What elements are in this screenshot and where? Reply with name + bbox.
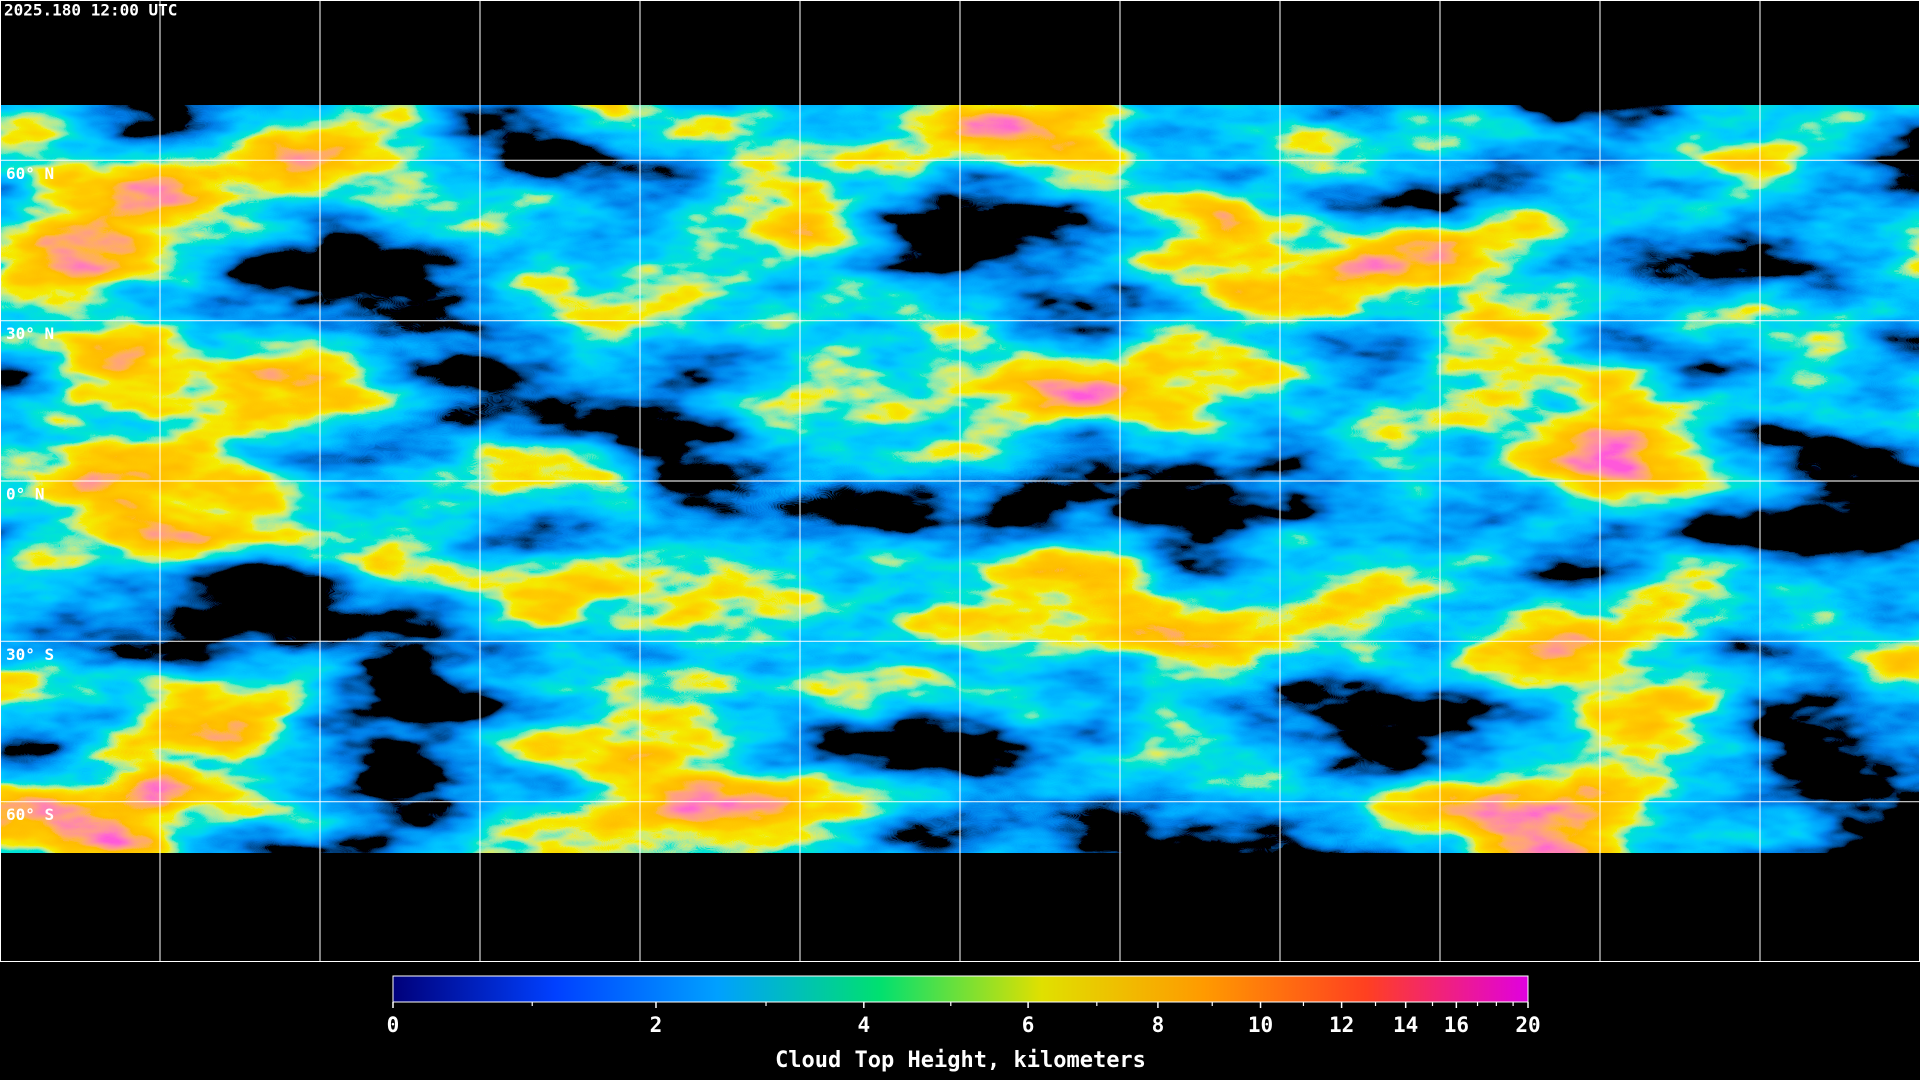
colorbar-tick-label: 16 <box>1444 1013 1469 1037</box>
latitude-label: 0° N <box>6 485 45 504</box>
colorbar-tick-label: 2 <box>650 1013 663 1037</box>
colorbar-tick-label: 20 <box>1515 1013 1540 1037</box>
colorbar-tick-label: 10 <box>1248 1013 1273 1037</box>
latitude-label: 30° S <box>6 645 54 664</box>
latitude-label: 30° N <box>6 324 54 343</box>
colorbar: 0 2 4 6 8 10 12 14 16 20 Cloud Top Height, kilomet… <box>387 975 1541 1073</box>
timestamp: 2025.180 12:00 UTC <box>4 1 177 20</box>
colorbar-tick-label: 4 <box>858 1013 871 1037</box>
colorbar-tick-label: 6 <box>1022 1013 1035 1037</box>
graticule: 60° N 30° N 0° N 30° S 60° S <box>0 0 1920 962</box>
colorbar-title: Cloud Top Height, kilometers <box>775 1048 1146 1073</box>
colorbar-tick-label: 8 <box>1152 1013 1165 1037</box>
colorbar-tick-label: 14 <box>1393 1013 1418 1037</box>
latitude-label: 60° N <box>6 164 54 183</box>
colorbar-scale <box>392 975 1529 1003</box>
latitude-label: 60° S <box>6 805 54 824</box>
colorbar-tick-label: 0 <box>387 1013 400 1037</box>
colorbar-tick-label: 12 <box>1329 1013 1354 1037</box>
